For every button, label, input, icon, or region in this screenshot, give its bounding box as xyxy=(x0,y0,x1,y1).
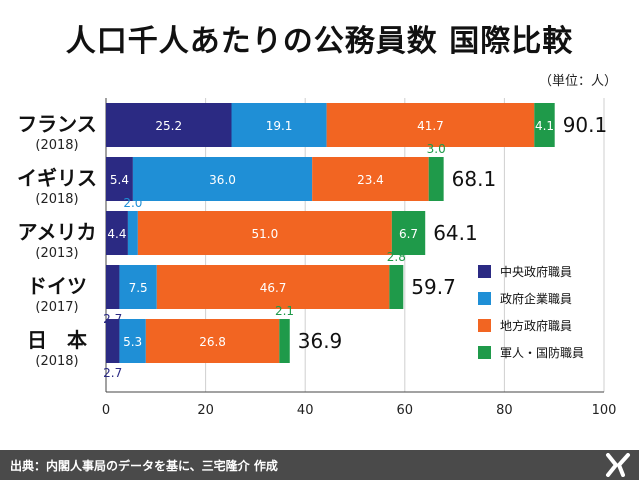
data-label: 2.1 xyxy=(275,304,294,318)
total-label: 90.1 xyxy=(563,113,608,137)
x-tick-label: 100 xyxy=(592,403,617,418)
category-label: アメリカ xyxy=(18,220,97,244)
data-label: 2.7 xyxy=(103,366,122,380)
source-credit: 出典：内閣人事局のデータを基に、三宅隆介 作成 xyxy=(10,459,278,473)
bar-segment xyxy=(231,103,327,147)
category-year: (2018) xyxy=(35,354,78,369)
bar-segment xyxy=(127,211,138,255)
total-label: 36.9 xyxy=(298,329,343,353)
bar-segment xyxy=(106,103,232,147)
category-year: (2017) xyxy=(35,300,78,315)
x-tick-label: 40 xyxy=(297,403,314,418)
legend-label: 軍人・国防職員 xyxy=(500,345,584,360)
data-label: 6.7 xyxy=(399,227,418,241)
bar-segment xyxy=(428,157,444,201)
bar-segment xyxy=(156,265,390,309)
data-label: 36.0 xyxy=(209,173,236,187)
data-label: 23.4 xyxy=(357,173,384,187)
legend-swatch xyxy=(478,346,491,359)
bar-segment xyxy=(106,319,120,363)
data-label: 2.8 xyxy=(387,250,406,264)
legend-label: 地方政府職員 xyxy=(500,318,572,333)
data-label: 25.2 xyxy=(155,119,182,133)
x-tick-label: 0 xyxy=(102,403,110,418)
category-year: (2018) xyxy=(35,192,78,207)
legend-label: 中央政府職員 xyxy=(500,264,572,279)
category-label: フランス xyxy=(17,112,97,136)
data-label: 51.0 xyxy=(252,227,279,241)
bar-segment xyxy=(106,265,120,309)
data-label: 26.8 xyxy=(199,335,226,349)
data-label: 19.1 xyxy=(266,119,293,133)
category-year: (2013) xyxy=(35,246,78,261)
total-label: 64.1 xyxy=(433,221,478,245)
x-tick-label: 60 xyxy=(397,403,414,418)
bar-segment xyxy=(132,157,313,201)
bar-segment xyxy=(137,211,392,255)
bar-segment xyxy=(106,211,128,255)
data-label: 5.3 xyxy=(123,335,142,349)
bar-segment xyxy=(119,265,157,309)
data-label: 4.1 xyxy=(535,119,554,133)
bar-segment xyxy=(312,157,429,201)
legend-label: 政府企業職員 xyxy=(500,291,572,306)
bar-segment xyxy=(279,319,290,363)
bar-segment xyxy=(145,319,280,363)
category-label: 日 本 xyxy=(27,328,87,352)
bar-segment xyxy=(389,265,404,309)
category-label: イギリス xyxy=(17,166,97,190)
x-tick-label: 80 xyxy=(496,403,513,418)
total-label: 68.1 xyxy=(452,167,497,191)
total-label: 59.7 xyxy=(411,275,456,299)
data-label: 41.7 xyxy=(417,119,444,133)
bar-segment xyxy=(534,103,555,147)
bar-segment xyxy=(326,103,535,147)
x-tick-label: 20 xyxy=(197,403,214,418)
bar-segment xyxy=(106,157,133,201)
legend-swatch xyxy=(478,292,491,305)
brand-logo-icon xyxy=(606,453,630,477)
data-label: 3.0 xyxy=(427,142,446,156)
category-label: ドイツ xyxy=(27,274,87,298)
legend-swatch xyxy=(478,319,491,332)
bar-segment xyxy=(119,319,146,363)
category-year: (2018) xyxy=(35,138,78,153)
bar-segment xyxy=(391,211,426,255)
data-label: 4.4 xyxy=(107,227,126,241)
data-label: 46.7 xyxy=(260,281,287,295)
data-label: 5.4 xyxy=(110,173,129,187)
stacked-bar-chart: 0 20 40 60 80 100 フランス (2018) イギリス (2018) アメリカ (201… xyxy=(17,98,617,418)
data-label: 7.5 xyxy=(129,281,148,295)
legend-swatch xyxy=(478,265,491,278)
chart-title: 人口千人あたりの公務員数 国際比較 xyxy=(65,24,574,59)
unit-label: （単位：人） xyxy=(538,74,617,89)
data-label: 2.0 xyxy=(123,196,142,210)
footer-bar: 出典：内閣人事局のデータを基に、三宅隆介 作成 xyxy=(0,450,639,480)
